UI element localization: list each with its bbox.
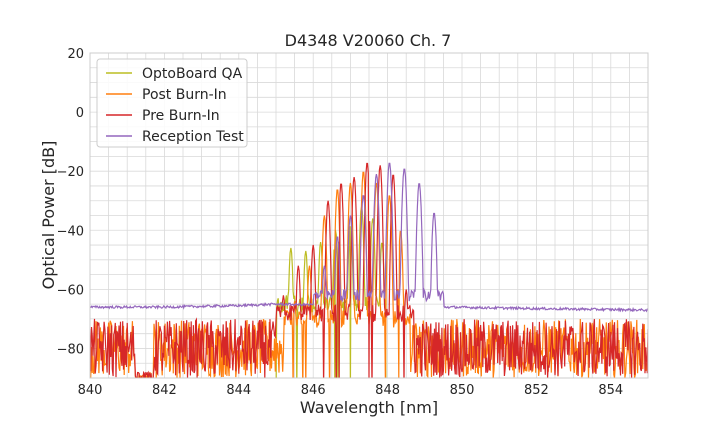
y-tick-label: −40 <box>57 224 84 239</box>
y-axis-ticks: 20 0 −20 −40 −60 −80 <box>57 47 84 357</box>
x-tick-label: 854 <box>598 383 623 398</box>
y-tick-label: 0 <box>76 106 84 121</box>
x-tick-label: 848 <box>375 383 400 398</box>
series-layer <box>90 162 648 378</box>
x-tick-label: 840 <box>78 383 103 398</box>
legend-label: OptoBoard QA <box>142 66 243 82</box>
legend-box <box>96 58 248 148</box>
legend-items: OptoBoard QA Post Burn-In Pre Burn-In Recep… <box>106 66 244 145</box>
legend-label: Reception Test <box>142 129 244 145</box>
plot-frame <box>89 52 649 379</box>
x-axis-ticks: 840 842 844 846 848 850 852 854 <box>78 383 624 398</box>
y-axis-label: Optical Power [dB] <box>39 141 58 290</box>
x-tick-label: 846 <box>301 383 326 398</box>
legend: OptoBoard QA Post Burn-In Pre Burn-In Recep… <box>96 58 248 148</box>
legend-label: Pre Burn-In <box>142 108 220 124</box>
x-tick-label: 844 <box>226 383 251 398</box>
y-tick-label: −80 <box>57 342 84 357</box>
chart-title: D4348 V20060 Ch. 7 <box>285 31 452 50</box>
y-tick-label: −20 <box>57 165 84 180</box>
y-tick-label: 20 <box>67 47 84 62</box>
x-tick-label: 842 <box>152 383 177 398</box>
x-tick-label: 850 <box>450 383 475 398</box>
legend-label: Post Burn-In <box>142 87 227 103</box>
x-tick-label: 852 <box>524 383 549 398</box>
series-line-pre-burn-in <box>90 162 648 378</box>
x-axis-label: Wavelength [nm] <box>300 398 438 417</box>
series-line-reception-test <box>90 162 648 313</box>
y-tick-label: −60 <box>57 283 84 298</box>
